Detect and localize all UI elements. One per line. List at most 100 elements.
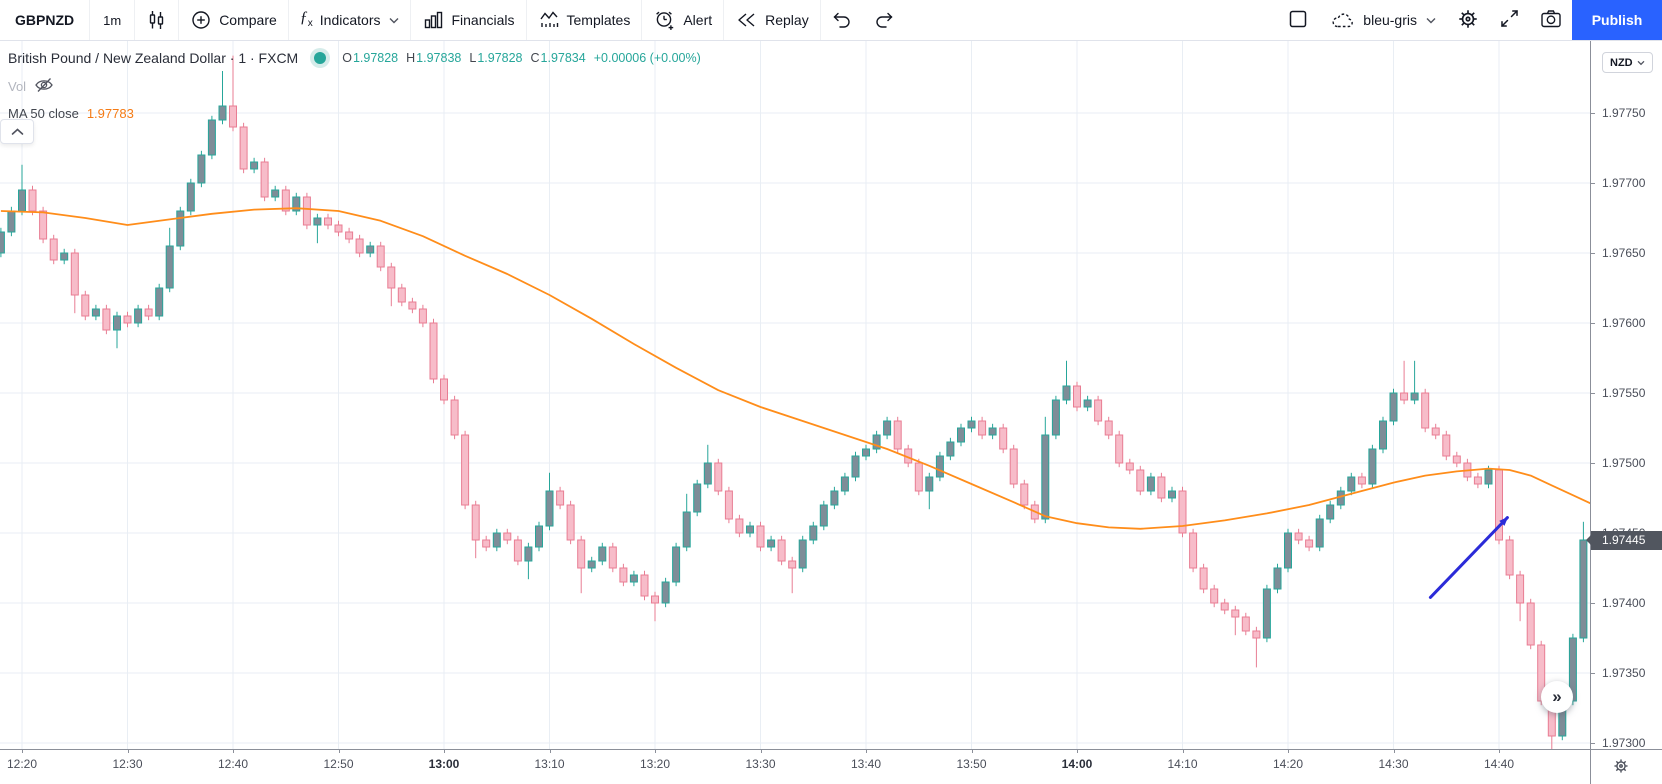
time-axis-label: 13:00 <box>428 757 460 771</box>
price-axis-tick <box>1590 673 1595 674</box>
ma-value: 1.97783 <box>86 106 134 121</box>
cloud-save-icon <box>1330 10 1356 30</box>
time-axis-label: 13:50 <box>956 757 987 771</box>
time-axis-label: 13:40 <box>850 757 882 771</box>
time-axis-label: 12:50 <box>323 757 354 771</box>
toolbar-divider <box>525 0 527 40</box>
legend-main-row: British Pound / New Zealand Dollar · 1 ·… <box>8 50 701 66</box>
templates-button[interactable]: Templates <box>527 0 642 40</box>
time-axis-tick <box>444 749 445 753</box>
replay-label: Replay <box>765 12 809 28</box>
time-axis-tick <box>1077 749 1078 753</box>
price-axis-currency-button[interactable]: NZD <box>1602 52 1653 73</box>
templates-icon <box>538 9 560 31</box>
last-price-tag: 1.97445 <box>1586 530 1662 550</box>
time-axis-label: 14:10 <box>1167 757 1198 771</box>
redo-button[interactable] <box>863 0 905 40</box>
time-axis-label: 14:00 <box>1061 757 1093 771</box>
layout-name-label: bleu-gris <box>1363 12 1417 28</box>
replay-button[interactable]: Replay <box>724 0 820 40</box>
time-axis-tick <box>866 749 867 753</box>
compare-label: Compare <box>219 12 277 28</box>
change-value: +0.00006 (+0.00%) <box>593 51 701 65</box>
time-axis-border <box>0 749 1662 750</box>
chart-settings-button[interactable] <box>1447 0 1489 40</box>
price-axis-label: 1.97500 <box>1602 456 1646 470</box>
undo-button[interactable] <box>821 0 863 40</box>
symbol-title[interactable]: British Pound / New Zealand Dollar · 1 ·… <box>8 50 299 66</box>
price-axis-label: 1.97350 <box>1602 666 1646 680</box>
price-axis-tick <box>1590 603 1595 604</box>
financials-button[interactable]: Financials <box>411 0 525 40</box>
time-axis-tick <box>127 749 129 753</box>
price-axis-label: 1.97750 <box>1602 106 1646 120</box>
chart-style-button[interactable] <box>135 0 178 40</box>
time-axis-label: 13:20 <box>639 757 671 771</box>
chevron-up-icon <box>10 124 25 139</box>
time-axis-tick <box>760 749 762 753</box>
indicators-button[interactable]: ƒx Indicators <box>289 0 411 40</box>
time-axis-tick <box>549 749 551 753</box>
currency-label: NZD <box>1610 56 1633 69</box>
fullscreen-button[interactable] <box>1489 0 1530 40</box>
price-axis-tick <box>1590 393 1595 394</box>
toolbar-left-group: GBPNZD 1m Compare ƒx Indicators Financia… <box>0 0 905 40</box>
time-axis-label: 14:30 <box>1378 757 1409 771</box>
time-axis-tick <box>1182 749 1184 753</box>
interval-button[interactable]: 1m <box>103 12 122 28</box>
alert-button[interactable]: Alert <box>642 0 723 40</box>
chart-legend: British Pound / New Zealand Dollar · 1 ·… <box>8 50 701 121</box>
eye-slash-icon[interactable] <box>34 75 54 98</box>
candlestick-plot[interactable] <box>0 41 1590 749</box>
price-axis-tick <box>1590 323 1595 324</box>
undo-arrow-icon <box>830 7 854 34</box>
chevron-down-icon <box>1426 17 1436 24</box>
layout-select-button[interactable] <box>1277 0 1319 40</box>
candlestick-style-icon <box>146 9 167 31</box>
price-axis-tick <box>1590 253 1595 254</box>
rewind-icon <box>735 9 758 31</box>
toolbar-divider <box>89 0 91 40</box>
ma-label[interactable]: MA 50 close <box>8 106 79 121</box>
alert-label: Alert <box>683 12 713 28</box>
time-axis-tick <box>1393 749 1395 753</box>
symbol-button[interactable]: GBPNZD <box>15 12 75 28</box>
chart-area[interactable]: British Pound / New Zealand Dollar · 1 ·… <box>0 41 1662 784</box>
volume-label[interactable]: Vol <box>8 79 27 94</box>
toolbar-divider <box>134 0 136 40</box>
price-axis-label: 1.97550 <box>1602 386 1646 400</box>
price-axis-label: 1.97300 <box>1602 736 1646 750</box>
axis-settings-gear-icon[interactable] <box>1612 757 1630 778</box>
price-axis-tick <box>1590 113 1595 114</box>
low-value: L1.97828 <box>469 51 523 65</box>
collapse-legend-button[interactable] <box>0 119 34 144</box>
alarm-clock-icon <box>653 9 676 32</box>
top-toolbar: GBPNZD 1m Compare ƒx Indicators Financia… <box>0 0 1662 41</box>
price-axis-tick <box>1590 743 1595 744</box>
time-axis-label: 13:30 <box>745 757 776 771</box>
price-axis-tick <box>1590 183 1595 184</box>
save-layout-button[interactable]: bleu-gris <box>1319 0 1447 40</box>
price-axis-tick <box>1590 463 1595 464</box>
redo-arrow-icon <box>872 7 896 34</box>
screenshot-button[interactable] <box>1530 0 1572 40</box>
time-axis-tick <box>1499 749 1500 753</box>
toolbar-divider <box>178 0 180 40</box>
time-axis-tick <box>22 749 23 753</box>
time-axis-tick <box>655 749 656 753</box>
time-axis-tick <box>1288 749 1289 753</box>
toolbar-divider <box>641 0 643 40</box>
price-axis-label: 1.97600 <box>1602 316 1646 330</box>
close-value: C1.97834 <box>530 51 586 65</box>
single-layout-icon <box>1286 7 1310 34</box>
price-axis-border <box>1590 41 1591 784</box>
volume-indicator-row: Vol <box>8 75 701 98</box>
publish-button[interactable]: Publish <box>1572 0 1662 40</box>
price-axis-label: 1.97650 <box>1602 246 1646 260</box>
scroll-to-latest-button[interactable]: » <box>1541 681 1573 713</box>
market-status-dot-icon[interactable] <box>314 52 327 64</box>
ohlc-values: O1.97828 H1.97838 L1.97828 C1.97834 +0.0… <box>342 51 701 65</box>
compare-button[interactable]: Compare <box>179 0 288 40</box>
chevron-down-icon <box>389 17 399 24</box>
